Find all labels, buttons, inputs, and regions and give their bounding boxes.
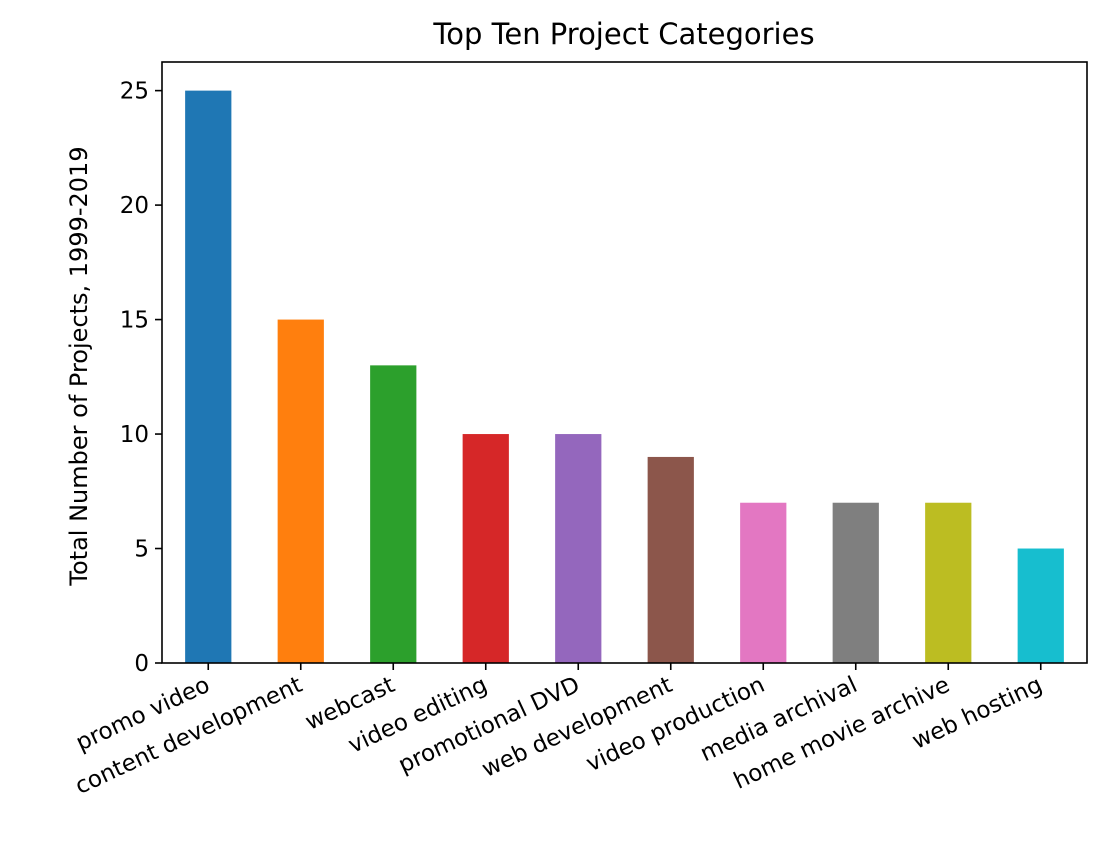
bar-video-editing [462, 434, 509, 663]
y-tick-label: 25 [120, 79, 149, 105]
axes-frame [161, 61, 1088, 664]
y-tick-label: 10 [120, 422, 149, 448]
chart-title: Top Ten Project Categories [432, 17, 814, 51]
y-tick-label: 0 [134, 651, 149, 677]
bar-video-production [740, 502, 787, 663]
bar-home-movie-archive [925, 502, 972, 663]
bar-webcast [370, 365, 417, 663]
bar-media-archival [832, 502, 879, 663]
bar-content-development [277, 319, 324, 663]
y-tick-label: 15 [120, 308, 149, 334]
bar-promotional-dvd [555, 434, 602, 663]
bar-promo-video [185, 90, 232, 664]
y-axis-label: Total Number of Projects, 1999-2019 [65, 146, 93, 586]
bar-web-development [647, 456, 694, 663]
y-tick-label: 5 [134, 537, 149, 563]
y-tick-label: 20 [120, 193, 149, 219]
bar-web-hosting [1017, 548, 1064, 663]
